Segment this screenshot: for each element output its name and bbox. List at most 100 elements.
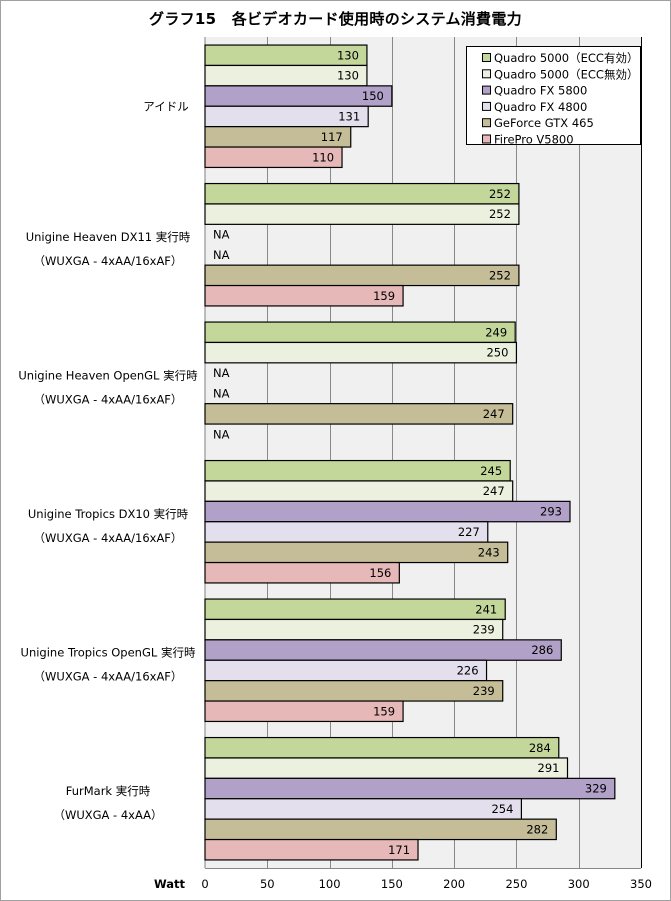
bar <box>204 321 516 344</box>
na-label: NA <box>213 366 230 380</box>
bar <box>204 818 557 841</box>
data-label: 284 <box>529 741 551 755</box>
category-sublabel: （WUXGA - 4xAA） <box>53 808 162 822</box>
data-label: 252 <box>489 187 511 201</box>
na-label: NA <box>213 427 230 441</box>
bar <box>204 403 514 425</box>
x-tick-label: 250 <box>505 877 527 891</box>
x-tick-labels: 0 50 100 150 200 250 300 350 <box>201 877 652 891</box>
legend-label: GeForce GTX 465 <box>494 116 594 130</box>
x-tick-label: 50 <box>260 877 275 891</box>
category-sublabel: （WUXGA - 4xAA/16xAF） <box>34 531 183 545</box>
data-label: 282 <box>526 822 548 836</box>
bar <box>204 700 404 723</box>
category-label: Unigine Heaven DX11 実行時 <box>26 230 191 244</box>
data-label: 159 <box>373 704 395 718</box>
bar <box>204 736 560 759</box>
data-label: 252 <box>489 268 511 282</box>
data-label: 226 <box>457 663 479 677</box>
bar <box>204 284 404 307</box>
bar <box>204 541 509 564</box>
data-label: 245 <box>480 464 502 478</box>
bar <box>204 777 616 800</box>
bar <box>204 659 488 682</box>
data-label: 131 <box>338 109 360 123</box>
legend: Quadro 5000（ECC有効） Quadro 5000（ECC無効） Quad… <box>466 46 641 147</box>
bar <box>204 680 504 702</box>
data-label: 249 <box>485 325 507 339</box>
legend-swatch <box>482 53 491 62</box>
data-label: 250 <box>486 346 508 360</box>
bar <box>204 757 569 779</box>
data-label: 227 <box>458 525 480 539</box>
data-label: 286 <box>531 643 553 657</box>
data-label: 243 <box>478 545 500 559</box>
data-label: 254 <box>491 802 513 816</box>
legend-label: FirePro V5800 <box>494 133 574 147</box>
bar <box>204 618 504 641</box>
data-label: 159 <box>373 289 395 303</box>
category-sublabel: （WUXGA - 4xAA/16xAF） <box>34 392 183 406</box>
bar <box>204 264 520 287</box>
x-tick-label: 0 <box>201 877 208 891</box>
data-label: 130 <box>337 48 359 62</box>
legend-label: Quadro 5000（ECC無効） <box>494 67 638 81</box>
bar <box>204 561 400 584</box>
data-label: 239 <box>473 684 495 698</box>
x-tick-label: 100 <box>319 877 341 891</box>
legend-swatch <box>482 118 491 128</box>
legend-swatch <box>482 134 491 144</box>
category-label: FurMark 実行時 <box>66 784 151 798</box>
category-label: アイドル <box>143 99 188 113</box>
x-tick-label: 300 <box>568 877 590 891</box>
legend-box <box>466 46 641 145</box>
category-sublabel: （WUXGA - 4xAA/16xAF） <box>34 254 183 268</box>
bar <box>204 500 571 523</box>
data-label: 241 <box>475 602 497 616</box>
data-label: 117 <box>321 130 343 144</box>
legend-swatch <box>482 85 491 95</box>
data-label: 329 <box>585 782 607 796</box>
legend-label: Quadro FX 5800 <box>494 84 587 98</box>
data-label: 252 <box>489 207 511 221</box>
plot-area <box>205 37 641 868</box>
data-label: 293 <box>540 505 562 519</box>
category-sublabel: （WUXGA - 4xAA/16xAF） <box>34 669 183 683</box>
bar <box>204 146 343 169</box>
x-tick-label: 150 <box>381 877 403 891</box>
data-label: 239 <box>473 623 495 637</box>
bar <box>204 459 511 482</box>
bar <box>204 598 506 621</box>
bars: 130130150131117110252252NANA252159249250… <box>204 44 616 861</box>
bar <box>204 480 514 502</box>
category-label: Unigine Tropics OpenGL 実行時 <box>21 645 196 659</box>
bar <box>204 798 523 820</box>
na-label: NA <box>213 248 230 262</box>
data-label: 171 <box>388 843 410 857</box>
category-labels: アイドル Unigine Heaven DX11 実行時 （WUXGA - 4xAA… <box>18 99 198 822</box>
legend-swatch <box>482 101 491 111</box>
x-tick-label: 350 <box>630 877 652 891</box>
category-label: Unigine Heaven OpenGL 実行時 <box>18 368 198 382</box>
data-label: 110 <box>312 150 334 164</box>
data-label: 156 <box>369 566 391 580</box>
data-label: 130 <box>337 69 359 83</box>
bar <box>204 341 518 364</box>
bar <box>204 203 520 225</box>
legend-label: Quadro FX 4800 <box>494 100 587 114</box>
na-label: NA <box>213 386 230 400</box>
data-label: 150 <box>362 89 384 103</box>
na-label: NA <box>213 228 230 242</box>
gridlines <box>205 37 642 869</box>
legend-swatch <box>482 69 491 79</box>
chart-title: グラフ15 各ビデオカード使用時のシステム消費電力 <box>149 10 522 28</box>
legend-label: Quadro 5000（ECC有効） <box>494 51 638 65</box>
bar <box>204 639 562 661</box>
data-label: 247 <box>483 407 505 421</box>
bar <box>204 182 520 205</box>
data-label: 247 <box>483 484 505 498</box>
bar <box>204 838 419 861</box>
x-tick-label: 200 <box>443 877 465 891</box>
bar <box>204 521 489 543</box>
